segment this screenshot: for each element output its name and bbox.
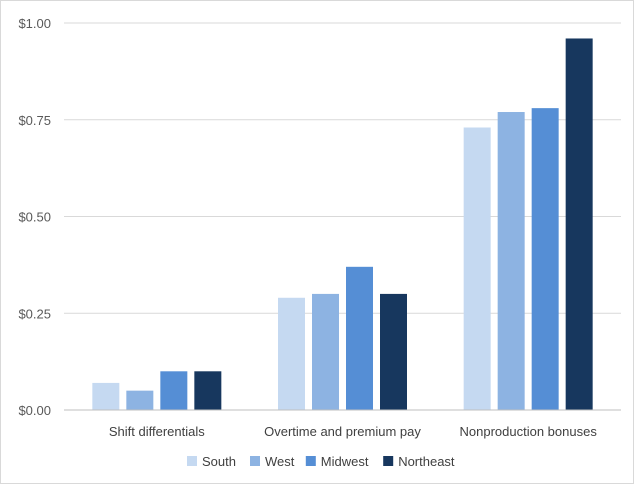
bar-west-1 [312, 293, 339, 410]
legend-label-south: South [202, 454, 236, 469]
bar-midwest-1 [346, 266, 373, 410]
legend: South West Midwest Northeast [187, 454, 455, 469]
y-tick-label: $0.25 [18, 306, 51, 321]
y-axis-tick-labels: $0.00 $0.25 $0.50 $0.75 $1.00 [18, 16, 51, 418]
bar-south-1 [278, 297, 305, 410]
bars [92, 38, 593, 411]
y-tick-label: $0.75 [18, 113, 51, 128]
gridlines [64, 22, 621, 314]
bar-midwest-0 [160, 371, 188, 410]
bar-midwest-2 [531, 108, 559, 410]
legend-swatch-south [187, 456, 197, 466]
bar-west-2 [497, 112, 525, 410]
y-tick-label: $0.50 [18, 210, 51, 225]
legend-label-midwest: Midwest [321, 454, 369, 469]
y-tick-label: $0.00 [18, 403, 51, 418]
legend-swatch-west [250, 456, 260, 466]
legend-label-northeast: Northeast [398, 454, 455, 469]
bar-west-0 [126, 390, 154, 410]
bar-south-0 [92, 382, 120, 410]
x-tick-label: Shift differentials [109, 424, 205, 439]
bar-northeast-1 [380, 293, 407, 410]
bar-northeast-0 [194, 371, 222, 410]
legend-swatch-northeast [383, 456, 394, 466]
y-tick-label: $1.00 [18, 16, 51, 31]
x-axis-tick-labels: Shift differentials Overtime and premium … [109, 424, 597, 439]
bar-south-2 [463, 127, 491, 411]
legend-swatch-midwest [305, 456, 316, 466]
bar-northeast-2 [565, 38, 593, 410]
x-tick-label: Nonproduction bonuses [460, 424, 598, 439]
legend-label-west: West [265, 454, 295, 469]
x-tick-label: Overtime and premium pay [264, 424, 421, 439]
